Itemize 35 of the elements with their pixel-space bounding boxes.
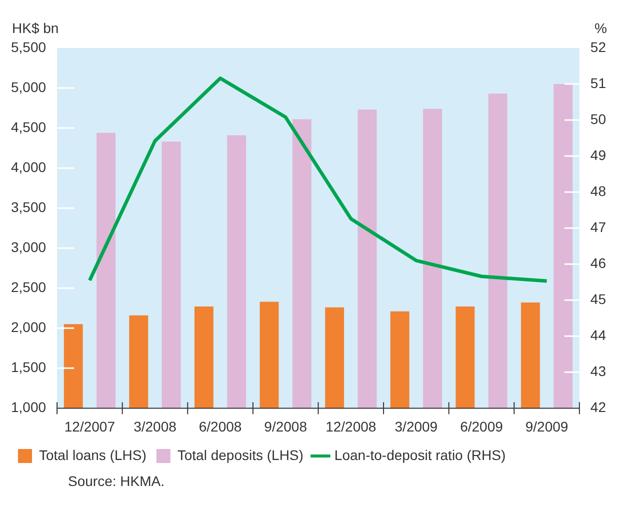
y2-tick-label: 44 (590, 327, 606, 344)
y2-tick-label: 47 (590, 218, 606, 235)
y2-tick-label: 48 (590, 182, 606, 199)
y2-tick-label: 45 (590, 291, 606, 307)
y-tick-label: 5,000 (10, 78, 46, 95)
y2-axis-title: % (594, 20, 607, 36)
x-tick-label: 9/2009 (525, 418, 568, 434)
x-tick-label: 12/2007 (64, 418, 116, 434)
y2-tick-label: 43 (590, 363, 606, 380)
x-tick-label: 3/2009 (394, 418, 438, 434)
y-axis-title: HK$ bn (12, 20, 59, 36)
y-tick-label: 5,500 (10, 38, 46, 55)
y2-tick-label: 46 (590, 254, 606, 271)
x-tick-label: 6/2009 (460, 418, 504, 434)
y2-tick-label: 49 (590, 146, 606, 163)
x-tick-label: 12/2008 (326, 418, 376, 434)
y-tick-label: 3,000 (10, 238, 46, 255)
y-tick-label: 2,000 (10, 319, 46, 336)
y2-tick-label: 42 (590, 399, 606, 416)
y-tick-label: 4,000 (10, 158, 46, 175)
y-tick-label: 1,500 (10, 359, 46, 376)
y2-tick-label: 52 (590, 38, 606, 55)
y-tick-label: 4,500 (10, 118, 46, 135)
legend-label: Loan-to-deposit ratio (RHS) (334, 446, 506, 463)
source-note: Source: HKMA. (68, 473, 166, 489)
x-tick-label: 6/2008 (198, 418, 242, 434)
y-tick-label: 2,500 (10, 278, 46, 295)
y2-tick-label: 51 (590, 74, 606, 91)
y-tick-label: 1,000 (10, 399, 46, 416)
x-tick-label: 9/2008 (264, 418, 308, 434)
x-tick-label: 3/2008 (134, 418, 177, 434)
legend-label: Total loans (LHS) (39, 446, 146, 463)
legend-label: Total deposits (LHS) (177, 446, 304, 463)
y2-tick-label: 50 (590, 110, 606, 127)
y-tick-label: 3,500 (10, 198, 46, 215)
